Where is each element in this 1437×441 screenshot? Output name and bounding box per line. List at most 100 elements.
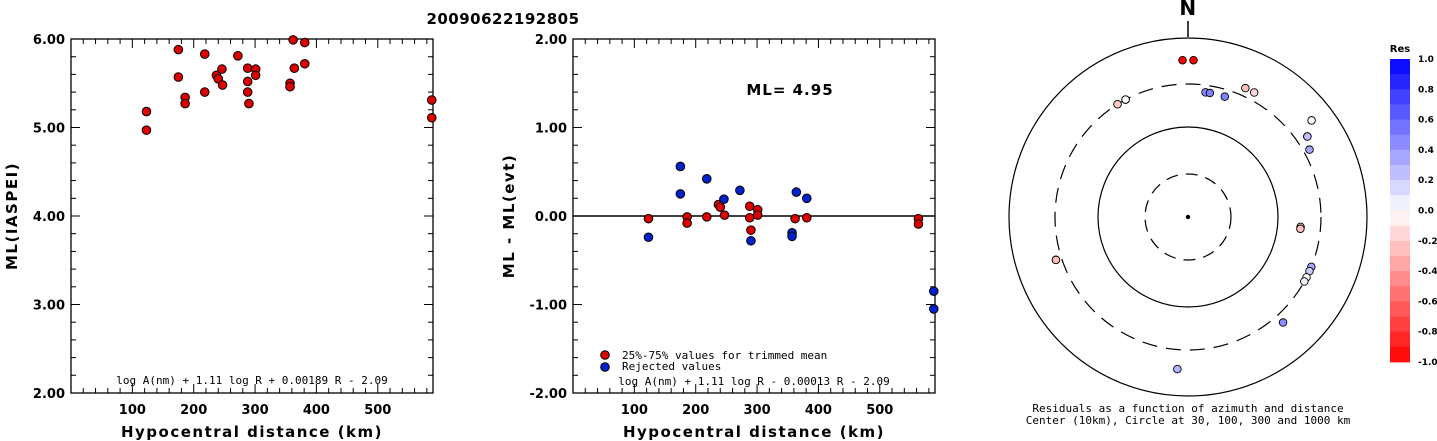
- circle-300km: [1054, 83, 1322, 351]
- station-residual-point: [1205, 88, 1215, 98]
- plot2-x-tick-label: 400: [805, 403, 832, 418]
- colorbar-cell: [1390, 316, 1410, 333]
- plot1-x-tick-label: 300: [241, 403, 268, 418]
- plot1-x-tick-label: 400: [303, 403, 330, 418]
- colorbar-tick-label: 0.2: [1418, 176, 1434, 186]
- plot2-x-tick-label: 300: [743, 403, 770, 418]
- colorbar-cell: [1390, 225, 1410, 242]
- accepted-data-point: [790, 213, 800, 224]
- plot1-x-tick-label: 100: [119, 403, 146, 418]
- colorbar-cell: [1390, 104, 1410, 120]
- ml-data-point: [199, 87, 210, 97]
- station-residual-point: [1300, 277, 1309, 286]
- azimuth-caption-1: Residuals as a function of azimuth and d…: [1032, 402, 1343, 415]
- ml-data-point: [242, 87, 253, 97]
- station-residual-point: [1278, 318, 1288, 327]
- rejected-data-point: [791, 187, 802, 197]
- plot2-y-tick-label: 2.00: [535, 33, 567, 48]
- ml-data-point: [426, 95, 437, 105]
- ml-data-point: [141, 106, 152, 117]
- ml-data-point: [289, 63, 300, 74]
- ml-annotation: ML= 4.95: [746, 81, 833, 99]
- station-residual-point: [1189, 55, 1198, 65]
- plot1-x-tick-label: 200: [180, 403, 207, 418]
- accepted-data-point: [682, 218, 692, 228]
- accepted-data-point: [719, 210, 730, 220]
- colorbar-cell: [1390, 149, 1410, 166]
- plot1-y-tick-label: 2.00: [33, 387, 65, 402]
- ml-data-point: [199, 49, 210, 59]
- accepted-data-point: [744, 201, 755, 212]
- ml-data-point: [173, 44, 184, 55]
- station-residual-point: [1051, 255, 1061, 265]
- circle-30km: [1144, 173, 1232, 261]
- residual-colorbar: Res 1.0 0.8 0.6 0.4 0.2 0.0 -0.2 -0.4 -0.6 -0.8 -1…: [1390, 44, 1437, 368]
- colorbar-title: Res: [1390, 44, 1410, 55]
- plot2-x-tick-label: 200: [682, 403, 709, 418]
- colorbar-cell: [1390, 301, 1410, 317]
- plot1-y-tick-label: 6.00: [33, 33, 65, 48]
- colorbar-cell: [1390, 59, 1410, 75]
- ml-data-point: [173, 72, 184, 82]
- plot2-y-tick-label: -2.00: [530, 387, 567, 402]
- rejected-data-point: [735, 185, 745, 196]
- colorbar-cell: [1390, 74, 1410, 90]
- ml-data-point: [180, 98, 190, 109]
- colorbar-tick-label: 0.8: [1418, 85, 1434, 95]
- colorbar-cell: [1390, 331, 1410, 348]
- plot2-formula: log A(nm) + 1.11 log R - 0.00013 R - 2.0…: [618, 375, 890, 388]
- rejected-data-point: [928, 286, 939, 297]
- rejected-data-point: [787, 231, 797, 242]
- station-residual-point: [1296, 224, 1305, 234]
- rejected-data-point: [643, 232, 654, 243]
- plot2-y-tick-label: 0.00: [535, 210, 567, 225]
- circle-1000km: [1008, 37, 1368, 397]
- ml-data-point: [299, 58, 310, 69]
- plot1-formula: log A(nm) + 1.11 log R + 0.00189 R - 2.0…: [116, 374, 388, 387]
- colorbar-tick-label: 1.0: [1418, 55, 1434, 65]
- colorbar-tick-label: -0.2: [1418, 237, 1437, 247]
- ml-data-point: [250, 70, 261, 81]
- colorbar-cell: [1390, 180, 1410, 196]
- ml-data-point: [217, 80, 228, 90]
- station-residual-point: [1303, 132, 1312, 141]
- plot2-x-tick-label: 500: [866, 403, 893, 418]
- accepted-data-point: [701, 212, 712, 222]
- rejected-data-point: [928, 304, 939, 314]
- rejected-data-point: [801, 193, 812, 204]
- ml-data-point: [299, 37, 310, 48]
- colorbar-tick-label: 0.0: [1418, 207, 1434, 217]
- colorbar-cell: [1390, 240, 1410, 257]
- colorbar-cell: [1390, 195, 1410, 211]
- colorbar-tick-label: -0.8: [1418, 328, 1437, 338]
- rejected-data-point: [719, 194, 729, 204]
- accepted-data-point: [746, 225, 756, 235]
- ml-data-point: [244, 98, 254, 109]
- ml-data-point: [242, 63, 253, 74]
- station-residual-point: [1113, 99, 1122, 109]
- colorbar-cell: [1390, 255, 1410, 272]
- station-residual-point: [1241, 83, 1250, 93]
- colorbar-tick-label: -0.6: [1418, 297, 1437, 307]
- accepted-data-point: [744, 212, 755, 223]
- ml-data-point: [426, 112, 437, 123]
- colorbar-cell: [1390, 119, 1410, 136]
- ml-data-point: [242, 76, 253, 87]
- rejected-data-point: [675, 161, 686, 172]
- colorbar-cell: [1390, 210, 1410, 227]
- rejected-data-point: [675, 189, 686, 199]
- plot1-y-tick-label: 3.00: [33, 299, 65, 314]
- colorbar-cell: [1390, 271, 1410, 287]
- legend-accepted-label: 25%-75% values for trimmed mean: [622, 349, 827, 362]
- plot2-y-tick-label: -1.00: [530, 299, 567, 314]
- colorbar-cell: [1390, 286, 1410, 302]
- legend-rejected-label: Rejected values: [622, 360, 721, 373]
- station-residual-point: [1305, 145, 1314, 154]
- plot2-x-axis-label: Hypocentral distance (km): [623, 423, 885, 441]
- accepted-data-point: [715, 202, 726, 212]
- plot1-x-axis-label: Hypocentral distance (km): [121, 423, 383, 441]
- azimuth-plot-panel: N Residuals as a function of azimuth and…: [1008, 0, 1368, 427]
- colorbar-cell: [1390, 165, 1410, 181]
- plot2-y-tick-label: 1.00: [535, 122, 567, 137]
- colorbar-cell: [1390, 346, 1410, 363]
